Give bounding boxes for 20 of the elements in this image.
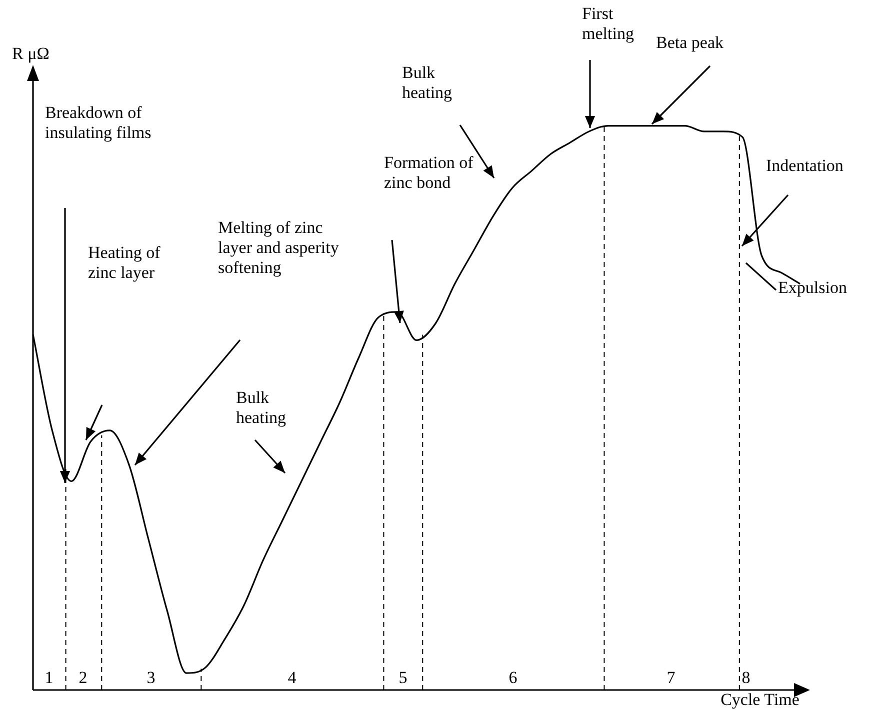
annotation: 8 [740,668,752,688]
annotation: Melting of zinc layer and asperity softening [218,218,340,278]
text: First melting [582,4,635,44]
annotation: Expulsion [778,278,848,298]
annotation: 5 [398,668,408,688]
annotation: 6 [508,668,518,688]
text: Bulk heating [402,63,454,103]
annotation: 7 [666,668,676,688]
annotation: Bulk heating [236,388,288,428]
annotation: Formation of zinc bond [384,153,474,193]
annotation: Heating of zinc layer [88,243,162,283]
text: Beta peak [656,33,724,53]
annotation: 2 [78,668,88,688]
annotation: Breakdown of insulating films [45,103,152,143]
y-axis-title: R μΩ [12,44,50,63]
annotation: 3 [146,668,156,688]
annotation: 1 [44,668,54,688]
annotation: 4 [286,668,298,688]
x-axis-title: Cycle Time [720,690,800,709]
annotation: Indentation [766,156,844,176]
